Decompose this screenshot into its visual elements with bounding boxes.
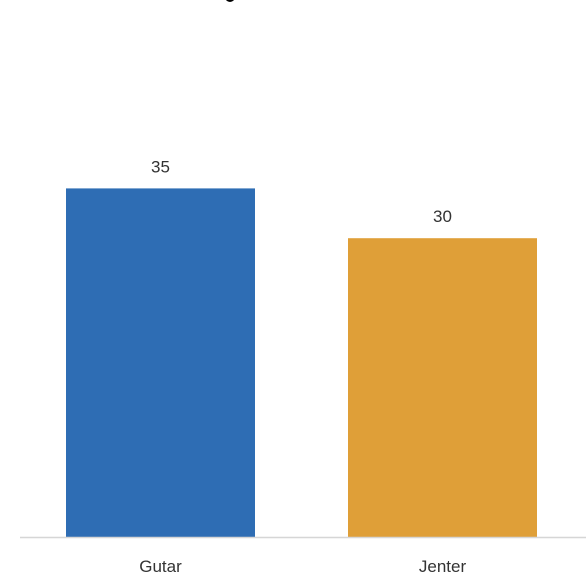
x-tick-label-gutar: Gutar [139,557,182,575]
bar-jenter [348,238,537,537]
cropped-title-fragment [225,0,235,2]
bars-group [66,188,537,537]
bar-gutar [66,188,255,537]
labels-group: 35 Gutar 30 Jenter [139,157,466,575]
data-label-gutar: 35 [151,157,170,176]
x-tick-label-jenter: Jenter [419,557,467,575]
data-label-jenter: 30 [433,207,452,226]
